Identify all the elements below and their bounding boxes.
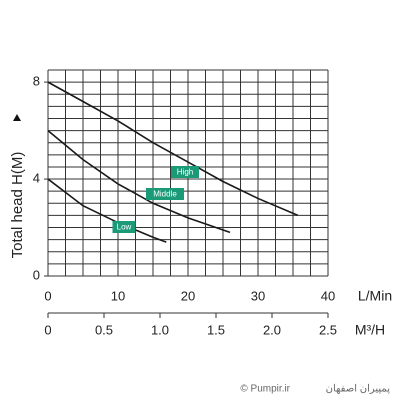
curve [47, 129, 231, 234]
legend-label: Middle [153, 190, 177, 199]
x-tick-label: 40 [321, 288, 335, 303]
curve [47, 81, 299, 217]
x-tick-label: 20 [181, 288, 195, 303]
arrow-icon [13, 114, 21, 121]
x-tick-label: 0 [44, 288, 51, 303]
watermark-brand: پمپیران اصفهان [326, 384, 391, 395]
legend-tag [112, 221, 136, 233]
x-axis-label: L/Min [358, 288, 392, 304]
y-axis-label: Total head H(M) [9, 152, 26, 259]
y-tick-label: 4 [33, 170, 40, 185]
x2-tick-label: 1.5 [207, 322, 225, 337]
x2-tick-label: 2.5 [319, 322, 337, 337]
x2-tick-label: 0.5 [95, 322, 113, 337]
watermark-site: © Pumpir.ir [240, 384, 290, 395]
legend-tag [146, 188, 184, 200]
x2-tick-label: 1.0 [151, 322, 169, 337]
x2-axis-label: M³/H [355, 322, 385, 338]
legend-tag [171, 166, 199, 178]
y-tick-label: 8 [33, 74, 40, 89]
y-tick-label: 0 [33, 267, 40, 282]
legend-label: High [177, 168, 193, 177]
x2-tick-label: 2.0 [263, 322, 281, 337]
x-tick-label: 10 [111, 288, 125, 303]
x-tick-label: 30 [251, 288, 265, 303]
legend-label: Low [117, 223, 132, 232]
x2-tick-label: 0 [44, 322, 51, 337]
